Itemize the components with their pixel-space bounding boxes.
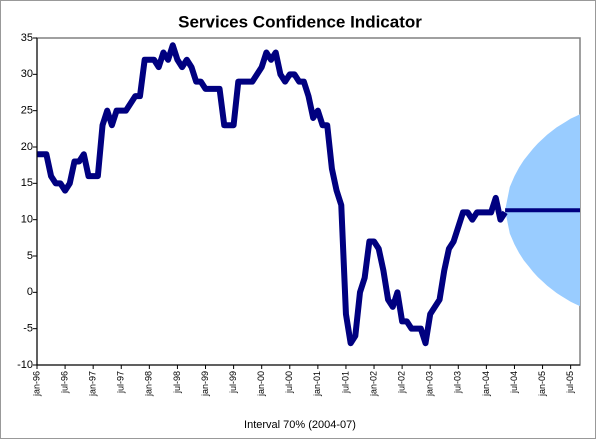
- plot-area: -10 -5 0 5 10 15 20 25 30 35 jan-96 jul-96 jan-97 jul…: [17, 32, 581, 397]
- legend-entry: Interval 70% (2004-07): [244, 419, 356, 431]
- y-tick-label: 5: [27, 250, 33, 262]
- y-tick-label: 35: [21, 32, 33, 44]
- x-tick-label: jul-96: [59, 371, 69, 394]
- x-tick-label: jul-02: [396, 371, 406, 394]
- x-tick-label: jan-02: [368, 371, 378, 397]
- x-tick-label: jan-04: [481, 371, 491, 397]
- x-tick-label: jan-97: [88, 371, 98, 397]
- x-tick-label: jul-01: [340, 371, 350, 394]
- y-tick-label: 0: [27, 286, 33, 298]
- y-tick-label: 30: [21, 68, 33, 80]
- x-tick-label: jan-98: [144, 371, 154, 397]
- x-tick-label: jul-98: [172, 371, 182, 394]
- chart-title: Services Confidence Indicator: [178, 12, 422, 31]
- x-tick-label: jan-96: [31, 371, 41, 397]
- x-tick-label: jan-01: [312, 371, 322, 397]
- x-tick-label: jan-05: [537, 371, 547, 397]
- x-tick-label: jan-00: [256, 371, 266, 397]
- x-tick-label: jul-00: [284, 371, 294, 394]
- x-tick-label: jul-03: [453, 371, 463, 394]
- x-tick-label: jul-04: [509, 371, 519, 394]
- y-tick-label: 15: [21, 177, 33, 189]
- y-tick-label: 25: [21, 105, 33, 117]
- x-tick-label: jan-99: [200, 371, 210, 397]
- y-tick-label: -5: [23, 323, 33, 335]
- y-tick-label: -10: [17, 359, 33, 371]
- y-tick-label: 20: [21, 141, 33, 153]
- x-tick-label: jul-05: [565, 371, 575, 394]
- data-line: [37, 42, 508, 347]
- x-tick-label: jul-97: [116, 371, 126, 394]
- y-tick-label: 10: [21, 214, 33, 226]
- x-tick-label: jul-99: [228, 371, 238, 394]
- x-tick-label: jan-03: [425, 371, 435, 397]
